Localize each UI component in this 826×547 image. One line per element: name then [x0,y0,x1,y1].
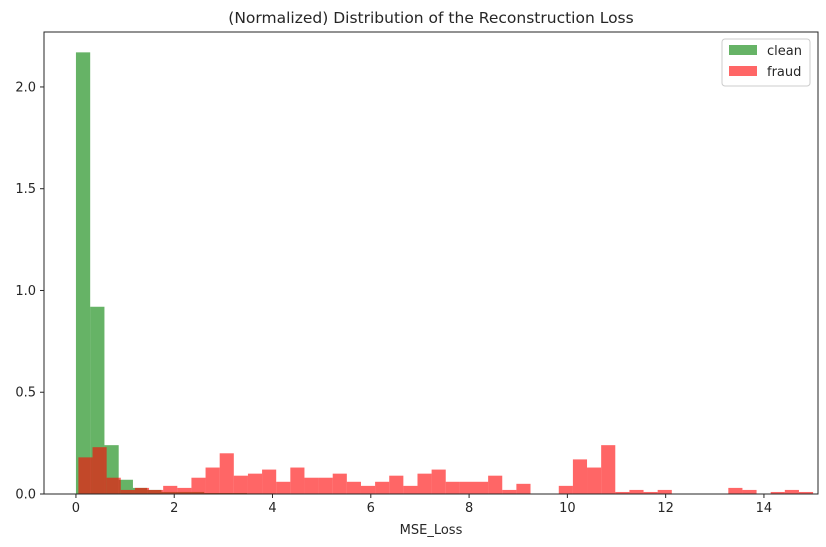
x-tick-label: 0 [72,501,80,516]
bar-fraud-28 [474,481,489,494]
bar-fraud-49 [770,491,785,494]
bar-fraud-51 [798,491,814,494]
series-fraud-bars [78,445,814,494]
bar-fraud-6 [163,485,178,494]
bar-fraud-25 [431,469,446,494]
bar-fraud-34 [558,485,573,494]
bar-fraud-22 [389,475,404,494]
legend-label-clean: clean [767,44,802,59]
bar-fraud-21 [375,481,390,494]
bar-fraud-10 [219,453,234,494]
bar-fraud-41 [657,489,672,494]
y-tick-label: 2.0 [15,80,36,95]
bar-fraud-30 [502,489,517,494]
bar-fraud-31 [516,483,531,494]
bar-fraud-27 [459,481,474,494]
bar-fraud-0 [78,457,93,494]
bar-fraud-17 [318,477,333,494]
bar-clean-0 [75,52,91,495]
bar-fraud-3 [120,489,135,494]
x-tick-label: 4 [268,501,276,516]
legend-swatch-fraud [729,66,757,76]
bar-fraud-8 [191,477,206,494]
bar-fraud-39 [629,489,644,494]
chart-title: (Normalized) Distribution of the Reconst… [228,9,633,27]
legend-label-fraud: fraud [767,65,801,80]
bar-fraud-29 [488,475,503,494]
x-tick-label: 6 [367,501,375,516]
bar-fraud-16 [304,477,319,494]
bar-fraud-2 [106,477,121,494]
bar-fraud-7 [177,487,192,494]
x-tick-label: 8 [465,501,473,516]
y-tick-label: 1.5 [15,182,36,197]
bar-fraud-24 [417,473,432,494]
bar-fraud-46 [728,487,743,494]
y-tick-label: 0.5 [15,386,36,401]
y-axis-ticks: 0.0 0.5 1.0 1.5 2.0 [15,80,44,503]
x-axis-ticks: 0 2 4 6 8 10 12 14 [72,494,772,516]
series-clean-bars [75,52,361,495]
bar-fraud-20 [360,485,376,494]
bar-fraud-35 [572,459,588,494]
bar-fraud-1 [92,447,107,494]
bar-fraud-19 [346,481,361,494]
bar-fraud-50 [784,489,799,494]
y-tick-label: 1.0 [15,284,36,299]
x-tick-label: 14 [756,501,773,516]
bar-fraud-11 [233,475,248,494]
x-axis-title: MSE_Loss [400,523,463,538]
bar-fraud-5 [149,489,164,494]
bar-fraud-13 [262,469,277,494]
bar-fraud-15 [290,467,305,494]
bar-fraud-23 [403,485,418,494]
bar-fraud-38 [615,491,630,494]
bar-fraud-37 [601,445,616,494]
bar-fraud-4 [134,487,150,494]
bar-fraud-18 [332,473,347,494]
x-tick-label: 12 [657,501,674,516]
x-tick-label: 2 [170,501,178,516]
bar-fraud-9 [205,467,220,494]
legend[interactable]: clean fraud [721,38,811,87]
legend-swatch-clean [729,45,757,55]
bar-fraud-12 [247,473,263,494]
bar-fraud-36 [587,467,602,494]
bar-fraud-47 [742,489,757,494]
bar-fraud-14 [276,481,291,494]
y-tick-label: 0.0 [15,488,36,503]
plot-frame [43,31,819,495]
x-tick-label: 10 [559,501,576,516]
bar-fraud-40 [643,491,658,494]
bar-fraud-26 [445,481,460,494]
